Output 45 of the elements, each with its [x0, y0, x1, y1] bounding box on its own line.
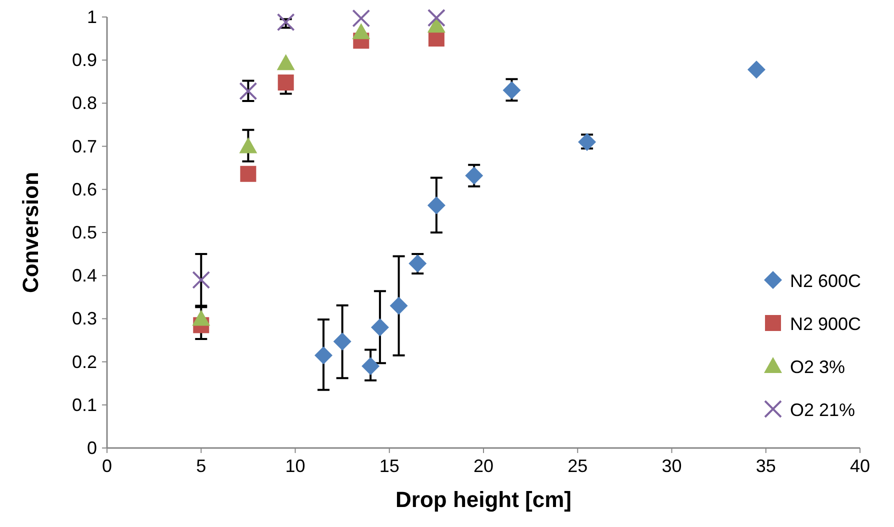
y-tick-label: 0.2 — [72, 352, 97, 372]
point — [314, 346, 332, 364]
point — [747, 60, 766, 79]
x-tick-label: 5 — [196, 456, 206, 476]
point — [192, 270, 210, 289]
legend-label: O2 21% — [790, 400, 856, 420]
x-tick-label: 20 — [473, 456, 494, 476]
point — [333, 332, 352, 351]
point — [352, 23, 370, 40]
point — [390, 296, 408, 315]
y-tick-label: 0.3 — [72, 308, 97, 329]
point — [240, 166, 256, 182]
point — [239, 137, 258, 154]
x-tick-label: 25 — [568, 456, 588, 476]
legend-label: N2 600C — [790, 271, 862, 291]
point — [352, 9, 370, 28]
point — [192, 310, 210, 326]
point — [276, 13, 295, 32]
x-tick-label: 0 — [102, 456, 112, 476]
point — [370, 318, 389, 336]
y-axis-title: Conversion — [18, 172, 43, 294]
x-tick-label: 15 — [379, 456, 400, 476]
y-tick-label: 0.7 — [72, 136, 97, 156]
y-tick-label: 1 — [86, 7, 97, 27]
legend-label: O2 3% — [790, 357, 846, 377]
y-tick-label: 0 — [86, 438, 97, 458]
point — [502, 81, 521, 100]
y-tick-label: 0.4 — [72, 266, 97, 286]
x-tick-label: 35 — [756, 456, 776, 476]
y-tick-label: 0.9 — [72, 50, 97, 70]
point — [278, 74, 294, 91]
x-axis-title: Drop height [cm] — [396, 487, 572, 512]
y-tick-label: 0.8 — [72, 93, 97, 114]
legend-label: N2 900C — [790, 314, 862, 334]
point — [276, 54, 295, 70]
point — [362, 357, 380, 376]
y-tick-label: 0.6 — [72, 179, 97, 200]
x-tick-label: 40 — [850, 456, 870, 476]
y-tick-label: 0.1 — [72, 394, 97, 415]
point — [465, 166, 484, 185]
point — [427, 196, 446, 214]
point — [427, 8, 446, 27]
y-tick-label: 0.5 — [72, 222, 97, 242]
x-tick-label: 30 — [662, 456, 682, 476]
x-tick-label: 10 — [285, 456, 306, 476]
